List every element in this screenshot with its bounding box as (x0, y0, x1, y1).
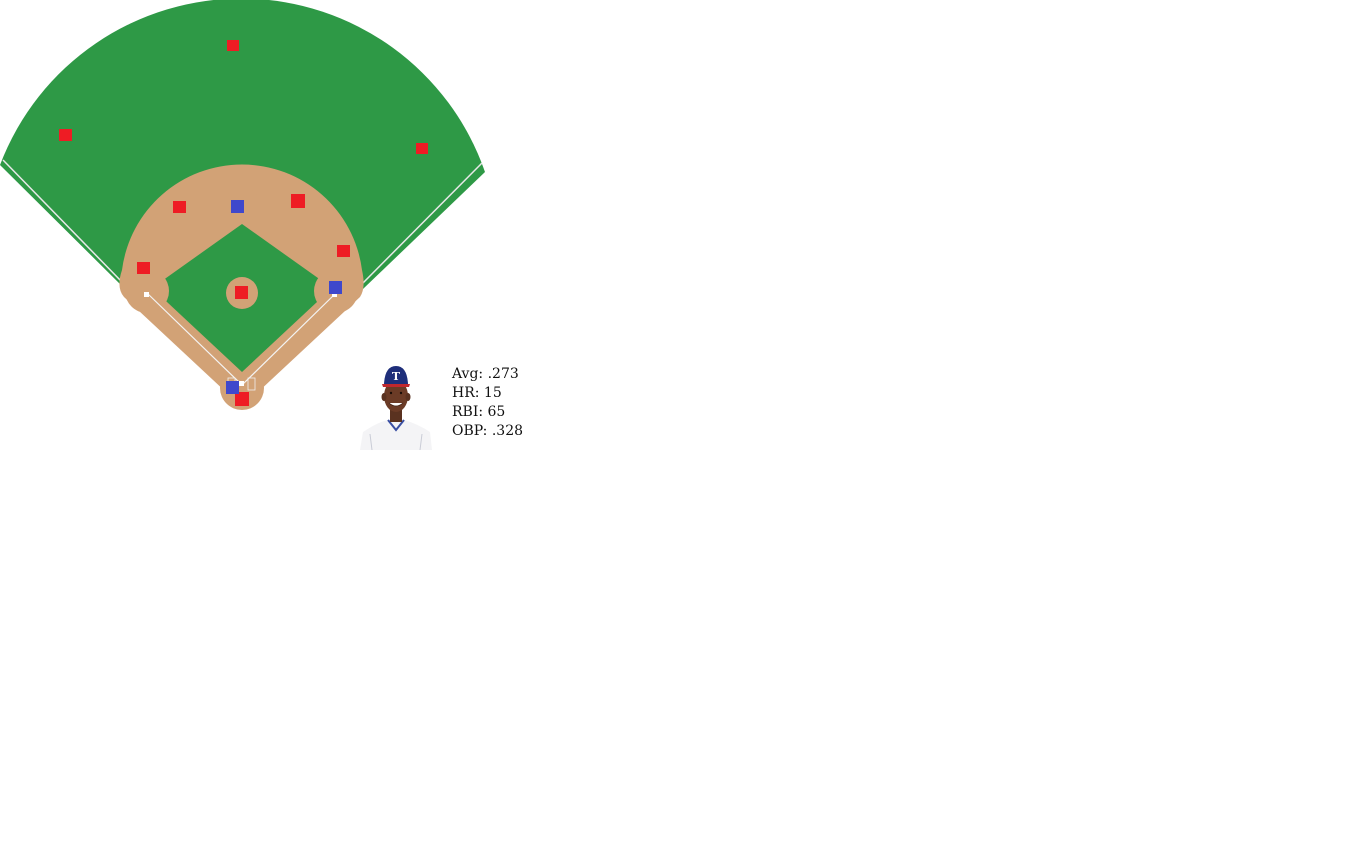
defender-second-baseman[interactable] (291, 194, 305, 208)
baseball-field (0, 0, 485, 410)
stat-avg: Avg: .273 (452, 366, 519, 382)
batters-box-right (247, 377, 256, 391)
defender-right-fielder[interactable] (416, 143, 428, 154)
defender-pitcher[interactable] (235, 286, 248, 299)
cap-letter: T (392, 370, 401, 383)
runner-batter[interactable] (226, 381, 239, 394)
first-baseline (241, 292, 337, 386)
first-base-bag (332, 292, 337, 297)
runner-second-base[interactable] (231, 200, 244, 213)
third-baseline (146, 292, 243, 386)
third-base-bag (144, 292, 149, 297)
defender-shortstop[interactable] (173, 201, 186, 213)
stat-obp: OBP: .328 (452, 423, 524, 439)
defender-first-baseman[interactable] (337, 245, 350, 257)
player-stats-panel: Avg: .273 HR: 15 RBI: 65 OBP: .328 (452, 365, 523, 441)
defender-third-baseman[interactable] (137, 262, 150, 274)
home-plate (239, 381, 244, 386)
defender-left-fielder[interactable] (59, 129, 72, 141)
stat-rbi: RBI: 65 (452, 404, 506, 420)
home-plate-circle (220, 366, 264, 410)
stat-hr: HR: 15 (452, 385, 502, 401)
runner-first-base[interactable] (329, 281, 342, 294)
defender-center-fielder[interactable] (227, 40, 239, 51)
defender-catcher[interactable] (235, 392, 249, 406)
player-headshot-icon: T (360, 366, 432, 450)
third-base-dirt (125, 269, 169, 313)
